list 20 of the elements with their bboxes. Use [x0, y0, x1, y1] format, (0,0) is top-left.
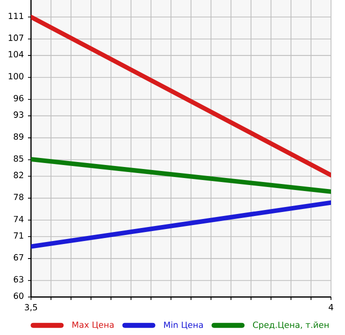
y-tick-label: 93	[14, 111, 24, 118]
y-tick-label: 89	[14, 133, 24, 140]
y-tick-label: 71	[14, 232, 24, 239]
y-tick-label: 111	[8, 12, 24, 19]
legend-label: Max Цена	[72, 322, 114, 330]
legend-label: Min Цена	[164, 321, 203, 330]
y-tick-label: 74	[14, 216, 24, 222]
y-tick-label: 82	[14, 172, 24, 178]
y-tick-label: 60	[14, 292, 24, 299]
y-tick-label: 96	[14, 94, 24, 102]
y-tick-label: 78	[14, 194, 24, 200]
legend-label: Сред.Цена, т.йен	[253, 321, 329, 330]
y-tick-label: 85	[14, 155, 24, 162]
y-tick-label: 67	[14, 254, 24, 261]
y-tick-label: 107	[8, 34, 24, 41]
x-tick-label: 4	[328, 304, 334, 310]
y-tick-label: 100	[8, 72, 24, 80]
y-tick-label: 104	[8, 51, 24, 58]
y-tick-label: 63	[14, 276, 24, 283]
x-tick-label: 3,5	[24, 304, 37, 312]
